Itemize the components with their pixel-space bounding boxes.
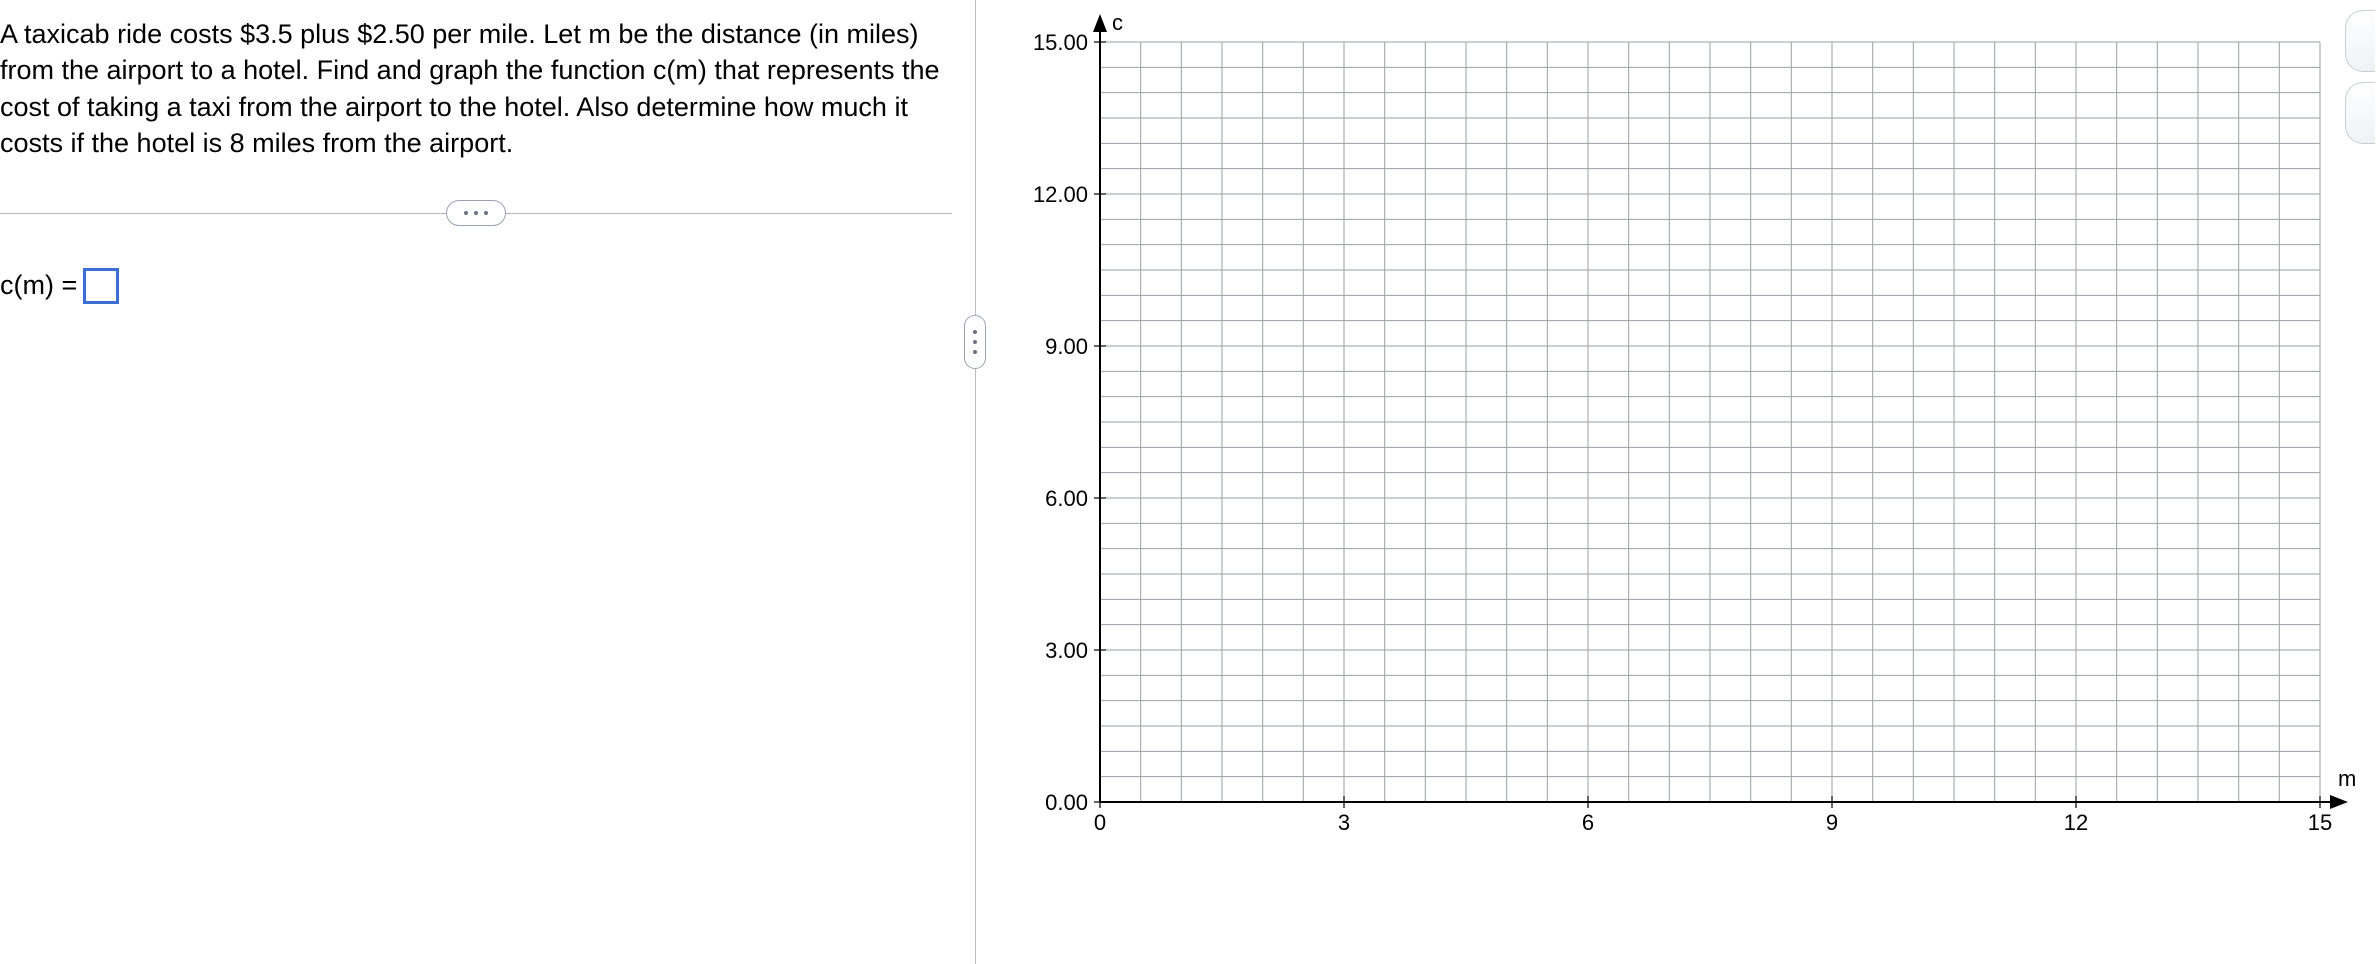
ellipsis-icon — [474, 211, 478, 215]
side-button-2[interactable] — [2345, 82, 2375, 144]
x-tick-label: 0 — [1094, 810, 1106, 835]
y-tick-label: 3.00 — [1045, 638, 1088, 663]
graph-pane: c m 0.00 3.00 6.00 9.00 12.00 15.00 0 3 6 9 12 15 — [990, 0, 2379, 964]
answer-input[interactable] — [83, 268, 119, 304]
x-tick-label: 6 — [1582, 810, 1594, 835]
section-divider — [0, 198, 952, 228]
problem-pane: A taxicab ride costs $3.5 plus $2.50 per… — [0, 0, 960, 964]
grip-icon — [973, 330, 977, 334]
x-tick-label: 12 — [2064, 810, 2088, 835]
x-axis-label: m — [2338, 766, 2356, 791]
answer-label: c(m) = — [0, 270, 77, 301]
y-tick-label: 12.00 — [1033, 182, 1088, 207]
side-button-1[interactable] — [2345, 10, 2375, 72]
ellipsis-icon — [484, 211, 488, 215]
problem-text: A taxicab ride costs $3.5 plus $2.50 per… — [0, 16, 952, 162]
answer-row: c(m) = — [0, 268, 952, 304]
right-toolbar — [2345, 10, 2375, 144]
chart-grid[interactable]: c m 0.00 3.00 6.00 9.00 12.00 15.00 0 3 6 9 12 15 — [1010, 8, 2379, 848]
y-tick-label: 15.00 — [1033, 30, 1088, 55]
x-tick-label: 15 — [2308, 810, 2332, 835]
y-tick-label: 0.00 — [1045, 790, 1088, 815]
y-tick-label: 6.00 — [1045, 486, 1088, 511]
more-options-button[interactable] — [446, 200, 506, 226]
ellipsis-icon — [464, 211, 468, 215]
grip-icon — [973, 350, 977, 354]
y-tick-label: 9.00 — [1045, 334, 1088, 359]
x-tick-label: 9 — [1826, 810, 1838, 835]
chart-container: c m 0.00 3.00 6.00 9.00 12.00 15.00 0 3 6 9 12 15 — [1010, 8, 2379, 848]
grip-icon — [973, 340, 977, 344]
x-tick-label: 3 — [1338, 810, 1350, 835]
splitter-line — [975, 0, 976, 964]
pane-splitter[interactable] — [960, 0, 990, 964]
y-axis-label: c — [1112, 10, 1123, 35]
splitter-handle[interactable] — [964, 315, 986, 369]
